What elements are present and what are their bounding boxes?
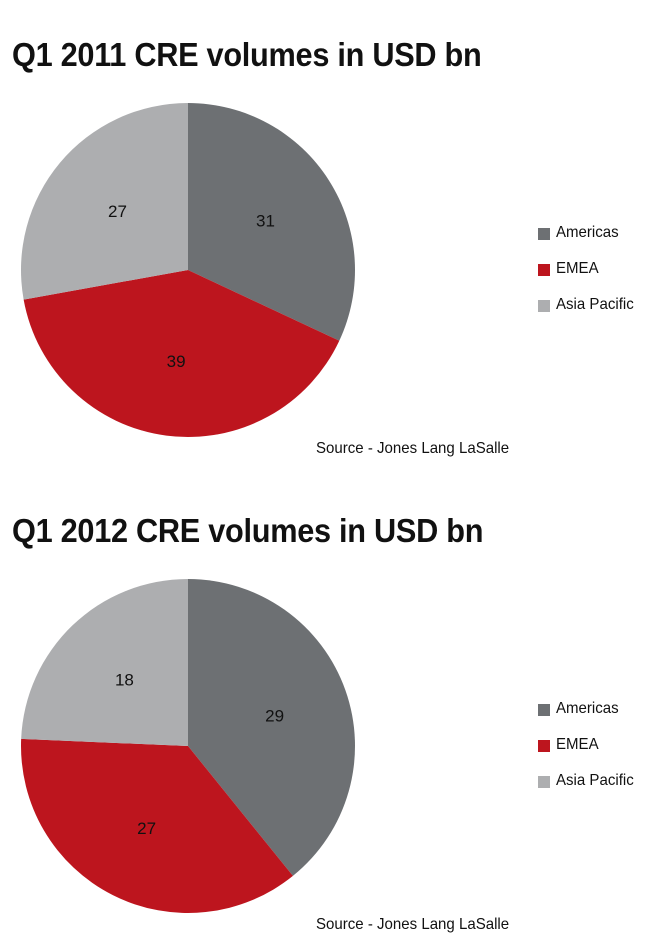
pie-slice-asia-pacific <box>21 579 189 746</box>
pie-slice-asia-pacific <box>20 103 188 300</box>
legend-label: Asia Pacific <box>556 772 634 789</box>
pie-slice-emea <box>20 738 293 913</box>
data-label-emea: 27 <box>137 819 156 838</box>
legend-label: Asia Pacific <box>556 296 634 313</box>
pie-chart: 29 27 18 <box>20 579 355 913</box>
chart-title: Q1 2012 CRE volumes in USD bn <box>12 512 484 549</box>
legend-swatch-emea <box>538 264 550 276</box>
legend-label: EMEA <box>556 260 599 277</box>
chart-title: Q1 2011 CRE volumes in USD bn <box>12 36 482 73</box>
legend-label: EMEA <box>556 736 599 753</box>
legend-label: Americas <box>556 224 619 241</box>
data-label-americas: 31 <box>256 212 275 231</box>
legend-swatch-asia-pacific <box>538 776 550 788</box>
source-note: Source - Jones Lang LaSalle <box>316 916 510 933</box>
legend-swatch-americas <box>538 704 550 716</box>
chart-panel-2012: Q1 2012 CRE volumes in USD bn 29 27 18 Ame… <box>0 476 654 952</box>
data-label-americas: 29 <box>265 706 284 725</box>
pie-slice-americas <box>188 579 355 876</box>
legend-swatch-asia-pacific <box>538 300 550 312</box>
data-label-asia-pacific: 27 <box>108 202 127 221</box>
pie-slice-emea <box>23 270 340 438</box>
legend-label: Americas <box>556 700 619 717</box>
source-note: Source - Jones Lang LaSalle <box>316 440 510 457</box>
legend-swatch-americas <box>538 228 550 240</box>
chart-panel-2011: Q1 2011 CRE volumes in USD bn 31 39 27 Ame… <box>12 36 634 457</box>
pie-chart: 31 39 27 <box>20 103 355 438</box>
data-label-emea: 39 <box>167 352 186 371</box>
legend-swatch-emea <box>538 740 550 752</box>
pie-slice-americas <box>188 103 355 341</box>
data-label-asia-pacific: 18 <box>115 671 134 690</box>
